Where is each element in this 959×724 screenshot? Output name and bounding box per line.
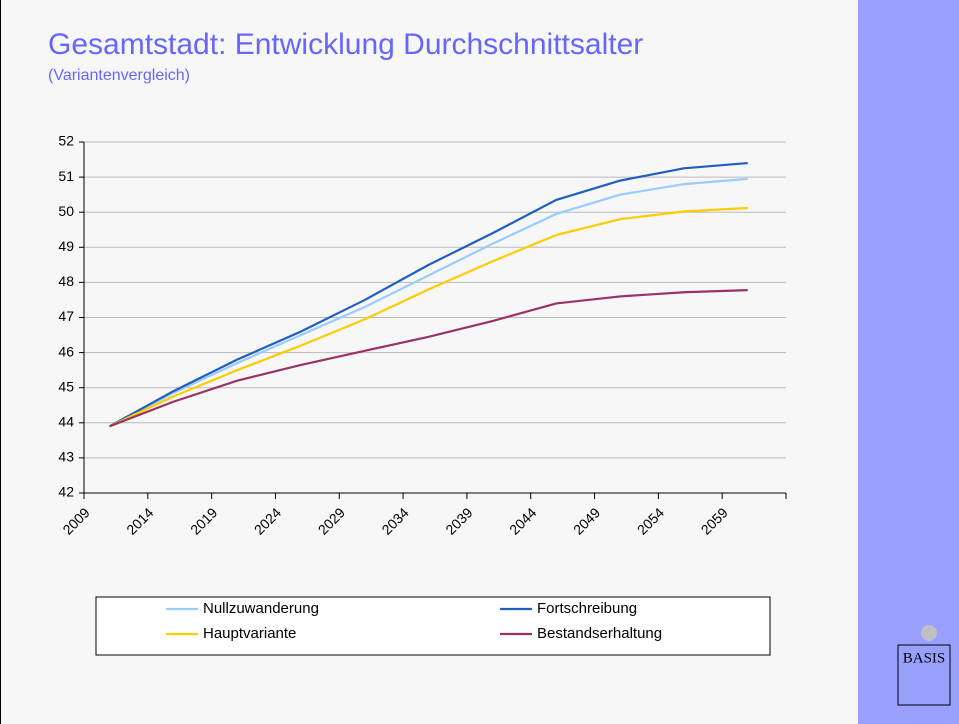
y-tick-label: 50 [58,203,74,219]
y-tick-label: 49 [58,238,74,254]
y-tick-label: 44 [58,414,74,430]
series-line [109,206,748,428]
legend-label: Bestandserhaltung [537,625,662,642]
legend-label: Fortschreibung [537,600,637,617]
legend [95,596,771,656]
logo-dot [921,625,937,641]
y-tick-label: 48 [58,273,74,289]
y-tick-label: 42 [58,484,74,500]
series-line [108,161,748,428]
y-tick-label: 46 [58,343,74,359]
logo-box [897,644,951,706]
y-tick-label: 47 [58,308,74,324]
y-tick-label: 51 [58,168,74,184]
legend-label: Nullzuwanderung [203,600,319,617]
y-tick-label: 52 [58,133,74,149]
side-strip [858,0,959,724]
chart-title: Gesamtstadt: Entwicklung Durchschnittsal… [48,28,643,61]
series-line [109,177,748,428]
series-line [109,289,748,428]
logo-text: BASIS [903,650,946,666]
chart-subtitle: (Variantenvergleich) [48,67,190,84]
y-tick-label: 45 [58,378,74,394]
y-tick-label: 43 [58,449,74,465]
legend-label: Hauptvariante [203,625,296,642]
